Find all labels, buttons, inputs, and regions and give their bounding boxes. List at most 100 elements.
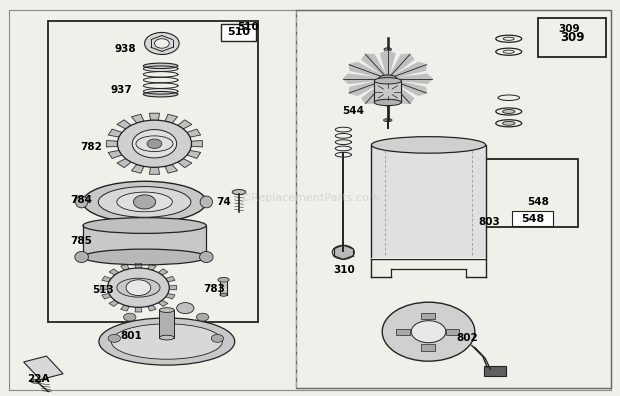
Ellipse shape [381, 100, 394, 105]
Circle shape [117, 120, 192, 168]
Polygon shape [100, 286, 108, 290]
Polygon shape [131, 164, 144, 173]
Ellipse shape [374, 78, 401, 84]
Bar [371, 258, 485, 259]
Ellipse shape [143, 91, 178, 97]
Polygon shape [158, 300, 168, 307]
Text: 309: 309 [559, 24, 580, 34]
Polygon shape [158, 269, 168, 275]
Ellipse shape [384, 48, 391, 51]
Polygon shape [388, 62, 427, 79]
Ellipse shape [83, 249, 206, 265]
Bar [296, 10, 611, 388]
Polygon shape [362, 54, 388, 79]
Ellipse shape [76, 196, 88, 208]
Bar [538, 18, 606, 57]
Bar [221, 24, 256, 41]
Polygon shape [166, 293, 175, 299]
Ellipse shape [200, 196, 213, 208]
Circle shape [123, 313, 136, 321]
Ellipse shape [383, 118, 392, 122]
Polygon shape [178, 158, 192, 168]
Bar [374, 81, 401, 103]
Ellipse shape [83, 218, 206, 233]
Text: 801: 801 [120, 331, 142, 341]
Text: ©ReplacementParts.com: ©ReplacementParts.com [240, 193, 380, 203]
Circle shape [382, 302, 475, 361]
Bar [421, 344, 435, 350]
Bar [483, 159, 578, 227]
Polygon shape [362, 79, 388, 103]
Text: 802: 802 [456, 333, 478, 343]
Ellipse shape [143, 63, 178, 69]
Circle shape [108, 335, 120, 342]
Text: 937: 937 [111, 85, 133, 95]
Circle shape [177, 303, 194, 314]
Polygon shape [117, 120, 131, 129]
Text: 544: 544 [342, 107, 364, 116]
Ellipse shape [159, 335, 174, 340]
Circle shape [211, 335, 224, 342]
Polygon shape [388, 74, 432, 84]
Polygon shape [135, 263, 142, 268]
Text: 22A: 22A [27, 374, 50, 384]
Polygon shape [388, 54, 414, 79]
Ellipse shape [83, 181, 206, 223]
Polygon shape [148, 265, 156, 270]
Polygon shape [165, 114, 177, 123]
Ellipse shape [99, 187, 191, 217]
Text: 510: 510 [237, 22, 259, 32]
Ellipse shape [111, 324, 223, 359]
Text: 310: 310 [333, 265, 355, 274]
Ellipse shape [75, 251, 89, 263]
Ellipse shape [159, 308, 174, 312]
Bar [446, 329, 459, 335]
Circle shape [133, 195, 156, 209]
Circle shape [197, 313, 209, 321]
Circle shape [154, 39, 169, 48]
Polygon shape [121, 305, 129, 311]
Ellipse shape [31, 379, 41, 383]
Ellipse shape [503, 121, 515, 125]
Polygon shape [187, 150, 201, 158]
Polygon shape [117, 158, 131, 168]
Ellipse shape [379, 75, 397, 83]
Ellipse shape [374, 99, 401, 106]
Polygon shape [187, 129, 201, 137]
Polygon shape [149, 113, 159, 120]
Ellipse shape [200, 251, 213, 263]
Ellipse shape [99, 318, 235, 365]
Text: 510: 510 [227, 27, 250, 38]
Ellipse shape [220, 293, 228, 296]
Polygon shape [135, 307, 142, 312]
Polygon shape [192, 141, 202, 147]
Polygon shape [109, 269, 118, 275]
Ellipse shape [117, 278, 160, 297]
Bar [513, 211, 552, 226]
Text: 74: 74 [216, 197, 231, 207]
Ellipse shape [371, 137, 485, 153]
Polygon shape [148, 305, 156, 311]
Polygon shape [349, 62, 388, 79]
Polygon shape [165, 164, 177, 173]
Circle shape [147, 139, 162, 148]
Circle shape [332, 245, 355, 259]
Circle shape [144, 32, 179, 55]
Polygon shape [102, 276, 111, 282]
Text: 548: 548 [521, 214, 544, 224]
Text: 803: 803 [478, 217, 500, 227]
Circle shape [411, 321, 446, 343]
Polygon shape [131, 114, 144, 123]
Polygon shape [102, 293, 111, 299]
Ellipse shape [232, 190, 246, 195]
Text: 548: 548 [528, 197, 549, 207]
Bar [48, 21, 257, 322]
Polygon shape [388, 79, 414, 103]
Bar [396, 329, 410, 335]
Polygon shape [178, 120, 192, 129]
Polygon shape [108, 150, 122, 158]
Text: 782: 782 [80, 142, 102, 152]
Polygon shape [349, 79, 388, 95]
Polygon shape [109, 300, 118, 307]
Polygon shape [381, 51, 395, 79]
